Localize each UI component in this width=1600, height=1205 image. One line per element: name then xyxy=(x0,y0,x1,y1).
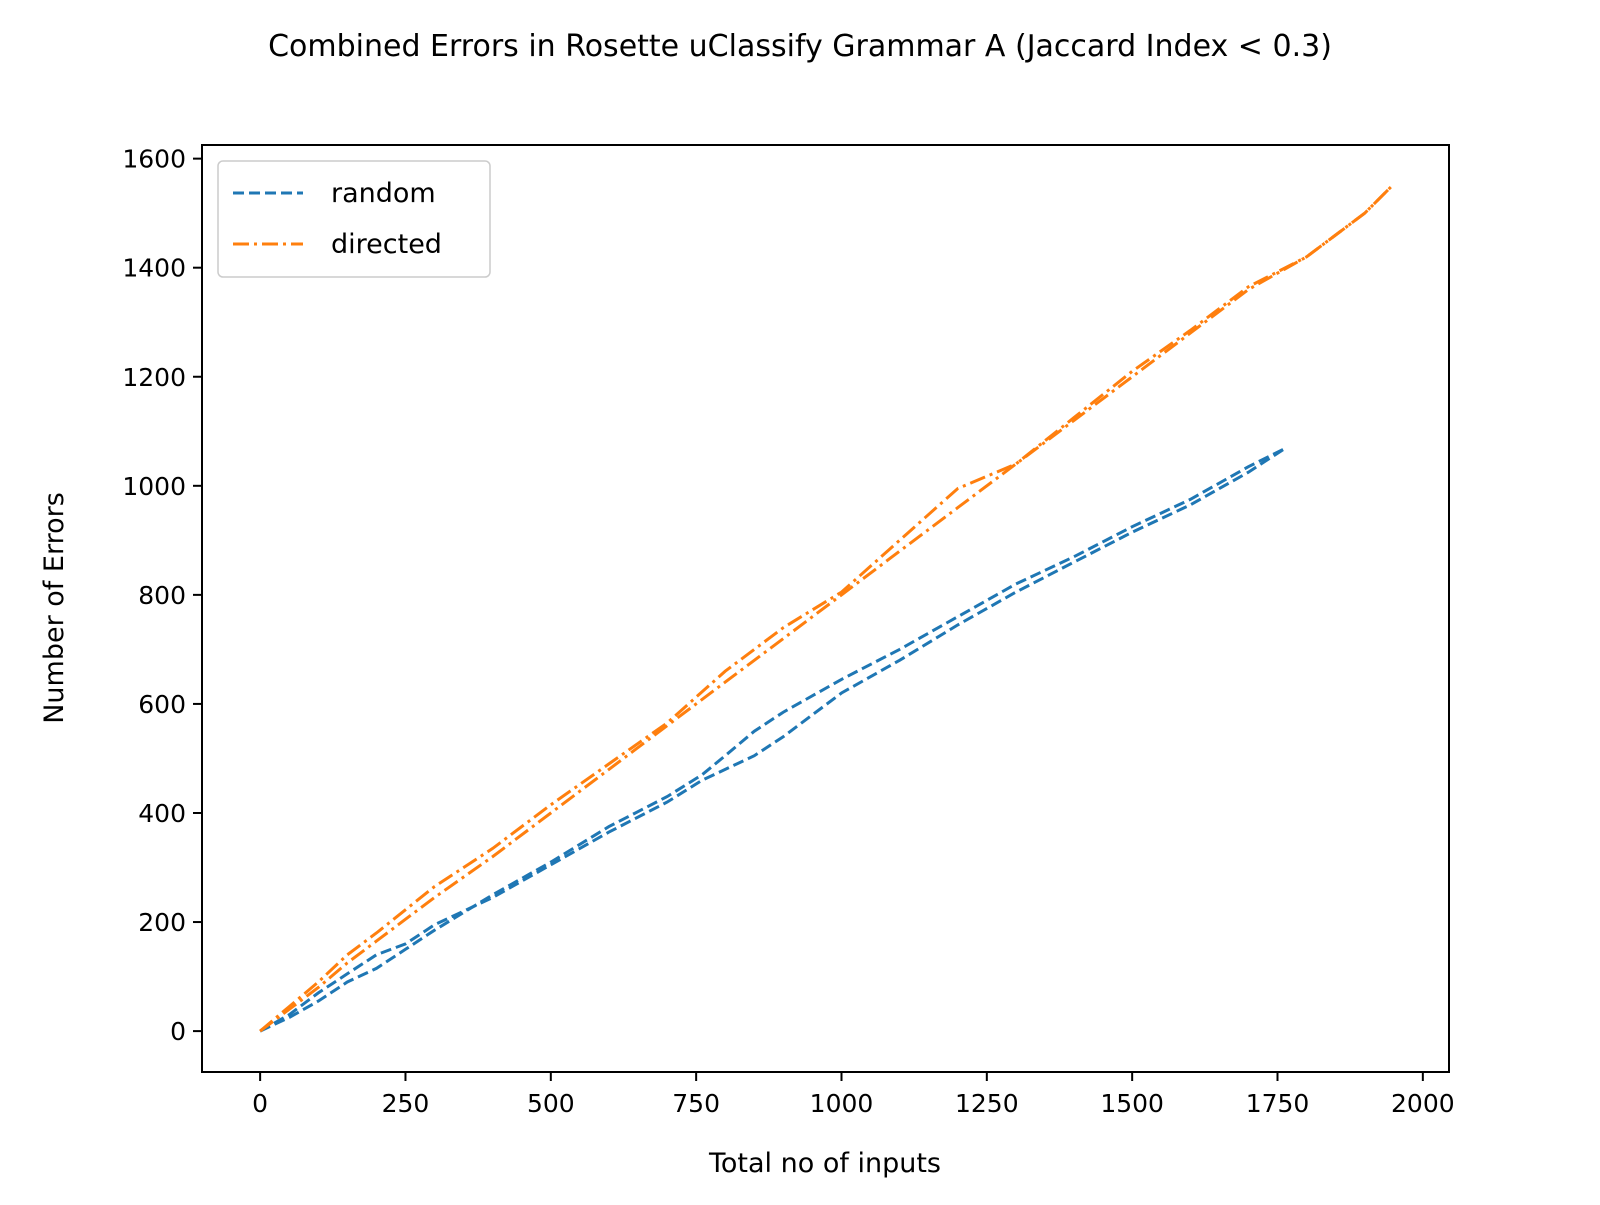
x-axis-label: Total no of inputs xyxy=(708,1148,941,1179)
legend: random directed xyxy=(217,160,491,278)
y-tick-label: 400 xyxy=(138,799,186,828)
y-axis-ticks: 0 200 400 600 800 1000 1200 1400 1600 xyxy=(122,145,202,1046)
x-tick-label: 1250 xyxy=(955,1089,1019,1118)
y-tick-label: 600 xyxy=(138,690,186,719)
x-tick-label: 500 xyxy=(527,1089,575,1118)
series-line-random-0 xyxy=(259,447,1286,1033)
legend-directed-label: directed xyxy=(331,229,442,260)
series-line-directed-3 xyxy=(259,185,1392,1033)
series-line-directed-2 xyxy=(259,185,1392,1033)
x-tick-label: 750 xyxy=(672,1089,720,1118)
y-axis-label: Number of Errors xyxy=(39,492,70,724)
x-tick-label: 2000 xyxy=(1391,1089,1455,1118)
x-tick-label: 250 xyxy=(382,1089,430,1118)
x-tick-label: 1000 xyxy=(810,1089,874,1118)
axes-frame xyxy=(201,144,1450,1073)
y-tick-label: 800 xyxy=(138,581,186,610)
y-tick-label: 1200 xyxy=(122,363,186,392)
x-tick-label: 1500 xyxy=(1100,1089,1164,1118)
x-tick-label: 1750 xyxy=(1246,1089,1310,1118)
chart-title: Combined Errors in Rosette uClassify Gra… xyxy=(268,29,1332,64)
y-tick-label: 0 xyxy=(170,1017,186,1046)
y-tick-label: 200 xyxy=(138,908,186,937)
legend-random-label: random xyxy=(331,178,436,209)
y-tick-label: 1400 xyxy=(122,254,186,283)
y-tick-label: 1600 xyxy=(122,145,186,174)
y-tick-label: 1000 xyxy=(122,472,186,501)
series-line-random-1 xyxy=(259,447,1286,1033)
x-tick-label: 0 xyxy=(252,1089,268,1118)
plot-lines xyxy=(259,185,1392,1033)
x-axis-ticks: 0 250 500 750 1000 1250 1500 1750 2000 xyxy=(252,1072,1455,1118)
legend-box xyxy=(217,160,491,278)
